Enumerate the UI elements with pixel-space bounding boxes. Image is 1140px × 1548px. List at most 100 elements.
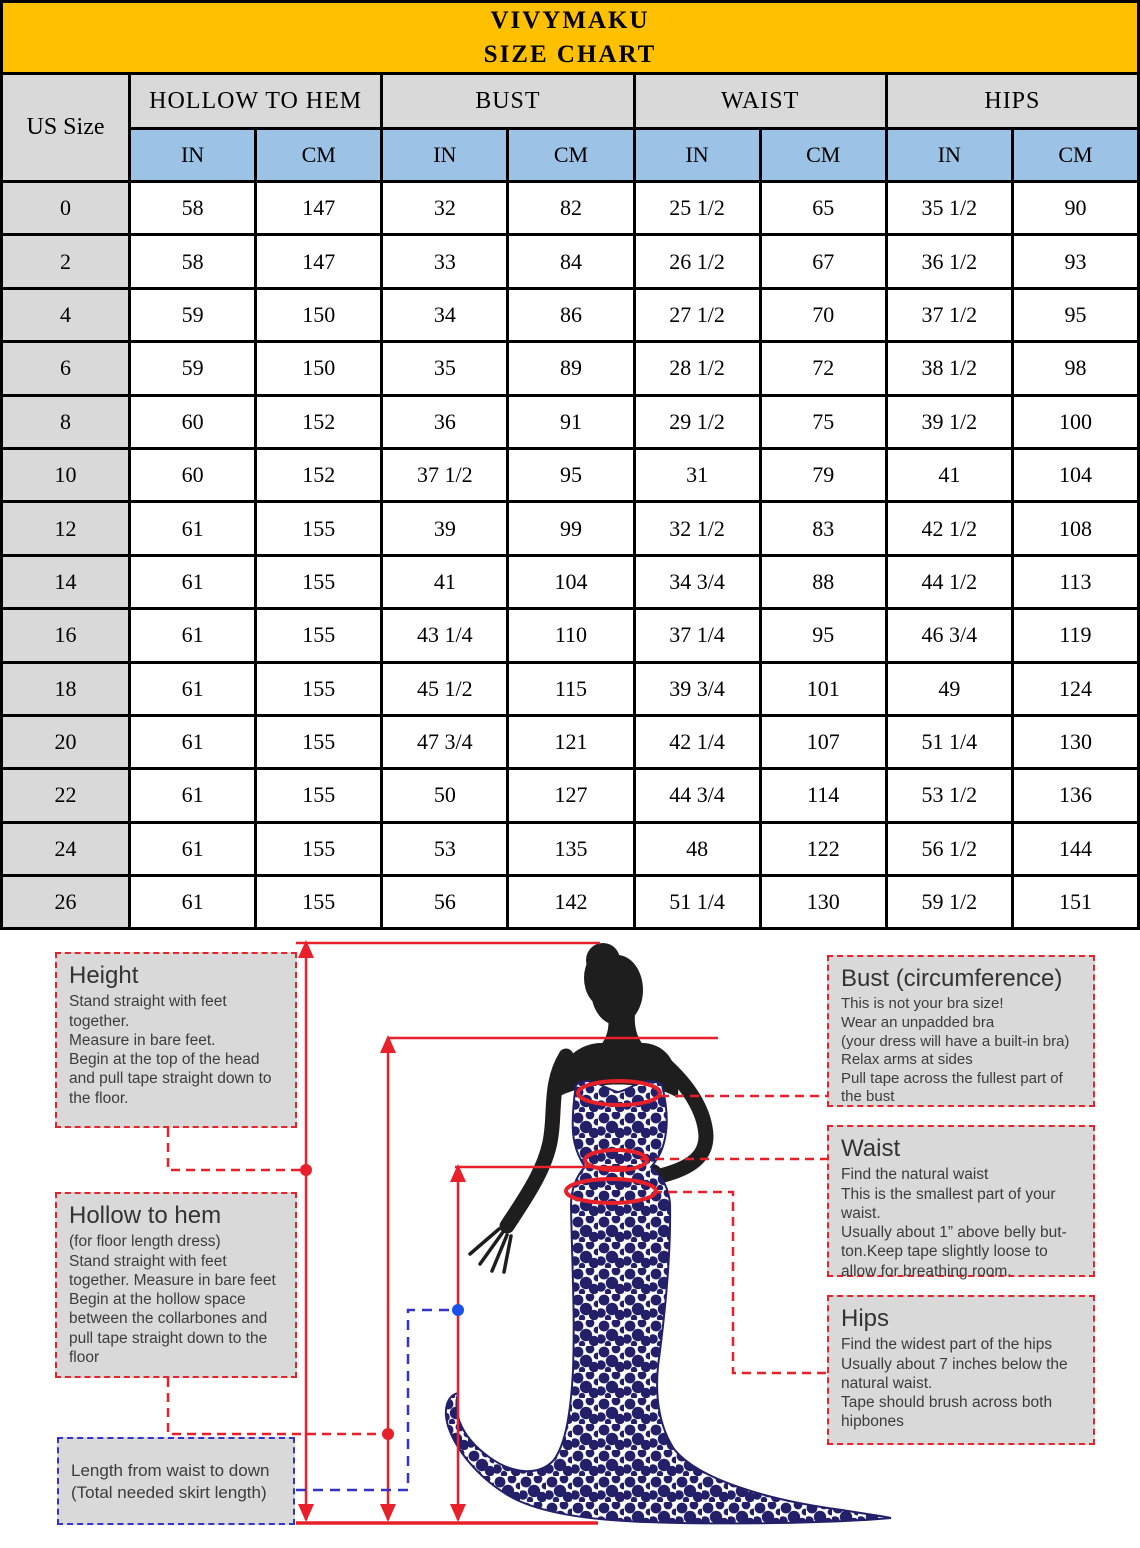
hips-note-body: Find the widest part of the hips Usually… <box>841 1336 1068 1431</box>
model-neck <box>598 1014 648 1051</box>
unit-header-row: IN CM IN CM IN CM IN CM <box>2 127 1140 183</box>
measurement-cell: 28 1/2 <box>632 340 762 397</box>
table-row: 16 61 155 43 1/4 110 37 1/4 95 46 3/4 119 <box>0 607 1140 664</box>
measurement-cell: 122 <box>758 820 888 878</box>
table-row: 24 61 155 53 135 48 122 56 1/2 144 <box>0 820 1140 878</box>
skirt-length-note-body: Length from waist to down (Total needed … <box>71 1460 270 1503</box>
measurement-cell: 39 <box>380 500 510 557</box>
hollow-to-hem-note-box: Hollow to hem (for floor length dress) S… <box>55 1192 297 1379</box>
measurement-cell: 26 1/2 <box>632 233 762 290</box>
height-note-body: Stand straight with feet together. Measu… <box>69 993 272 1107</box>
model-left-arm <box>499 1048 574 1234</box>
unit-header: IN <box>127 127 258 183</box>
measurement-cell: 35 <box>380 340 510 397</box>
measurement-cell: 104 <box>1010 446 1140 504</box>
table-row: 14 61 155 41 104 34 3/4 88 44 1/2 113 <box>0 553 1140 611</box>
measurement-cell: 115 <box>506 660 636 717</box>
measurement-cell: 121 <box>506 713 636 771</box>
height-connector-dot <box>300 1164 312 1177</box>
measurement-cell: 39 3/4 <box>632 660 762 717</box>
us-size-cell: 16 <box>0 607 131 664</box>
measurement-cell: 27 1/2 <box>632 286 762 344</box>
measurement-cell: 99 <box>506 500 636 557</box>
measurement-cell: 89 <box>506 340 636 397</box>
measurement-cell: 144 <box>1010 820 1140 878</box>
arrowheads <box>298 940 466 1523</box>
table-row: 8 60 152 36 91 29 1/2 75 39 1/2 100 <box>0 393 1140 450</box>
column-group-hollow-to-hem: HOLLOW TO HEM <box>127 72 384 130</box>
measurement-cell: 51 1/4 <box>632 874 762 931</box>
measurement-cell: 147 <box>254 233 384 290</box>
measurement-cell: 84 <box>506 233 636 290</box>
measurement-cell: 91 <box>506 393 636 450</box>
table-row: 18 61 155 45 1/2 115 39 3/4 101 49 124 <box>0 660 1140 717</box>
waist-note-title: Waist <box>841 1135 901 1163</box>
measurement-cell: 135 <box>506 820 636 878</box>
length-connector-dot <box>452 1304 464 1317</box>
table-row: 10 60 152 37 1/2 95 31 79 41 104 <box>0 446 1140 504</box>
hollow-note-title: Hollow to hem <box>69 1202 222 1230</box>
measurement-cell: 34 3/4 <box>632 553 762 611</box>
height-note-title: Height <box>69 962 139 990</box>
measurement-cell: 65 <box>758 179 888 237</box>
unit-header: IN <box>632 127 762 183</box>
measurement-cell: 130 <box>1010 713 1140 771</box>
table-row: 4 59 150 34 86 27 1/2 70 37 1/2 95 <box>0 286 1140 344</box>
brand-band: VIVYMAKU SIZE CHART <box>0 0 1140 75</box>
measurement-cell: 51 1/4 <box>884 713 1014 771</box>
column-group-hips: HIPS <box>884 72 1140 130</box>
measurement-cell: 150 <box>254 286 384 344</box>
us-size-cell: 26 <box>0 874 131 931</box>
measurement-cell: 43 1/4 <box>380 607 510 664</box>
measurement-cell: 114 <box>758 767 888 824</box>
measurement-cell: 83 <box>758 500 888 557</box>
measurement-cell: 37 1/2 <box>884 286 1014 344</box>
unit-header: CM <box>254 127 384 183</box>
measurement-cell: 155 <box>254 607 384 664</box>
bust-note-body: This is not your bra size! Wear an unpad… <box>841 995 1070 1106</box>
measurement-cell: 60 <box>127 446 258 504</box>
brand-header-row: VIVYMAKU SIZE CHART <box>0 0 1140 75</box>
measurement-cell: 100 <box>1010 393 1140 450</box>
measurement-cell: 32 <box>380 179 510 237</box>
measurement-cell: 37 1/2 <box>380 446 510 504</box>
us-size-cell: 4 <box>0 286 131 344</box>
us-size-cell: 12 <box>0 500 131 557</box>
measurement-cell: 127 <box>506 767 636 824</box>
column-group-waist: WAIST <box>632 72 888 130</box>
measurement-cell: 61 <box>127 607 258 664</box>
measurement-cell: 79 <box>758 446 888 504</box>
waist-note-body: Find the natural waist This is the small… <box>841 1166 1067 1280</box>
measurement-cell: 44 1/2 <box>884 553 1014 611</box>
table-row: 0 58 147 32 82 25 1/2 65 35 1/2 90 <box>0 179 1140 237</box>
measurement-cell: 53 1/2 <box>884 767 1014 824</box>
measurement-cell: 151 <box>1010 874 1140 931</box>
us-size-cell: 18 <box>0 660 131 717</box>
measurement-cell: 29 1/2 <box>632 393 762 450</box>
measurement-cell: 130 <box>758 874 888 931</box>
measurement-cell: 25 1/2 <box>632 179 762 237</box>
unit-header: CM <box>758 127 888 183</box>
measurement-cell: 58 <box>127 233 258 290</box>
measurement-cell: 98 <box>1010 340 1140 397</box>
measurement-cell: 101 <box>758 660 888 717</box>
table-row: 2 58 147 33 84 26 1/2 67 36 1/2 93 <box>0 233 1140 290</box>
hollow-connector-dot <box>382 1428 394 1441</box>
measurement-cell: 155 <box>254 500 384 557</box>
measurement-cell: 90 <box>1010 179 1140 237</box>
measurement-cell: 59 <box>127 286 258 344</box>
measurement-marks <box>166 942 827 1526</box>
measurement-cell: 50 <box>380 767 510 824</box>
measurement-cell: 61 <box>127 500 258 557</box>
hollow-box-connector <box>166 1378 382 1436</box>
measurement-cell: 60 <box>127 393 258 450</box>
measurement-cell: 110 <box>506 607 636 664</box>
measurement-cell: 155 <box>254 553 384 611</box>
unit-header: CM <box>506 127 636 183</box>
us-size-cell: 24 <box>0 820 131 878</box>
size-chart-table: VIVYMAKU SIZE CHART US Size HOLLOW TO HE… <box>0 0 1140 931</box>
measurement-cell: 34 <box>380 286 510 344</box>
measurement-diagram <box>166 940 892 1526</box>
measurement-cell: 95 <box>506 446 636 504</box>
